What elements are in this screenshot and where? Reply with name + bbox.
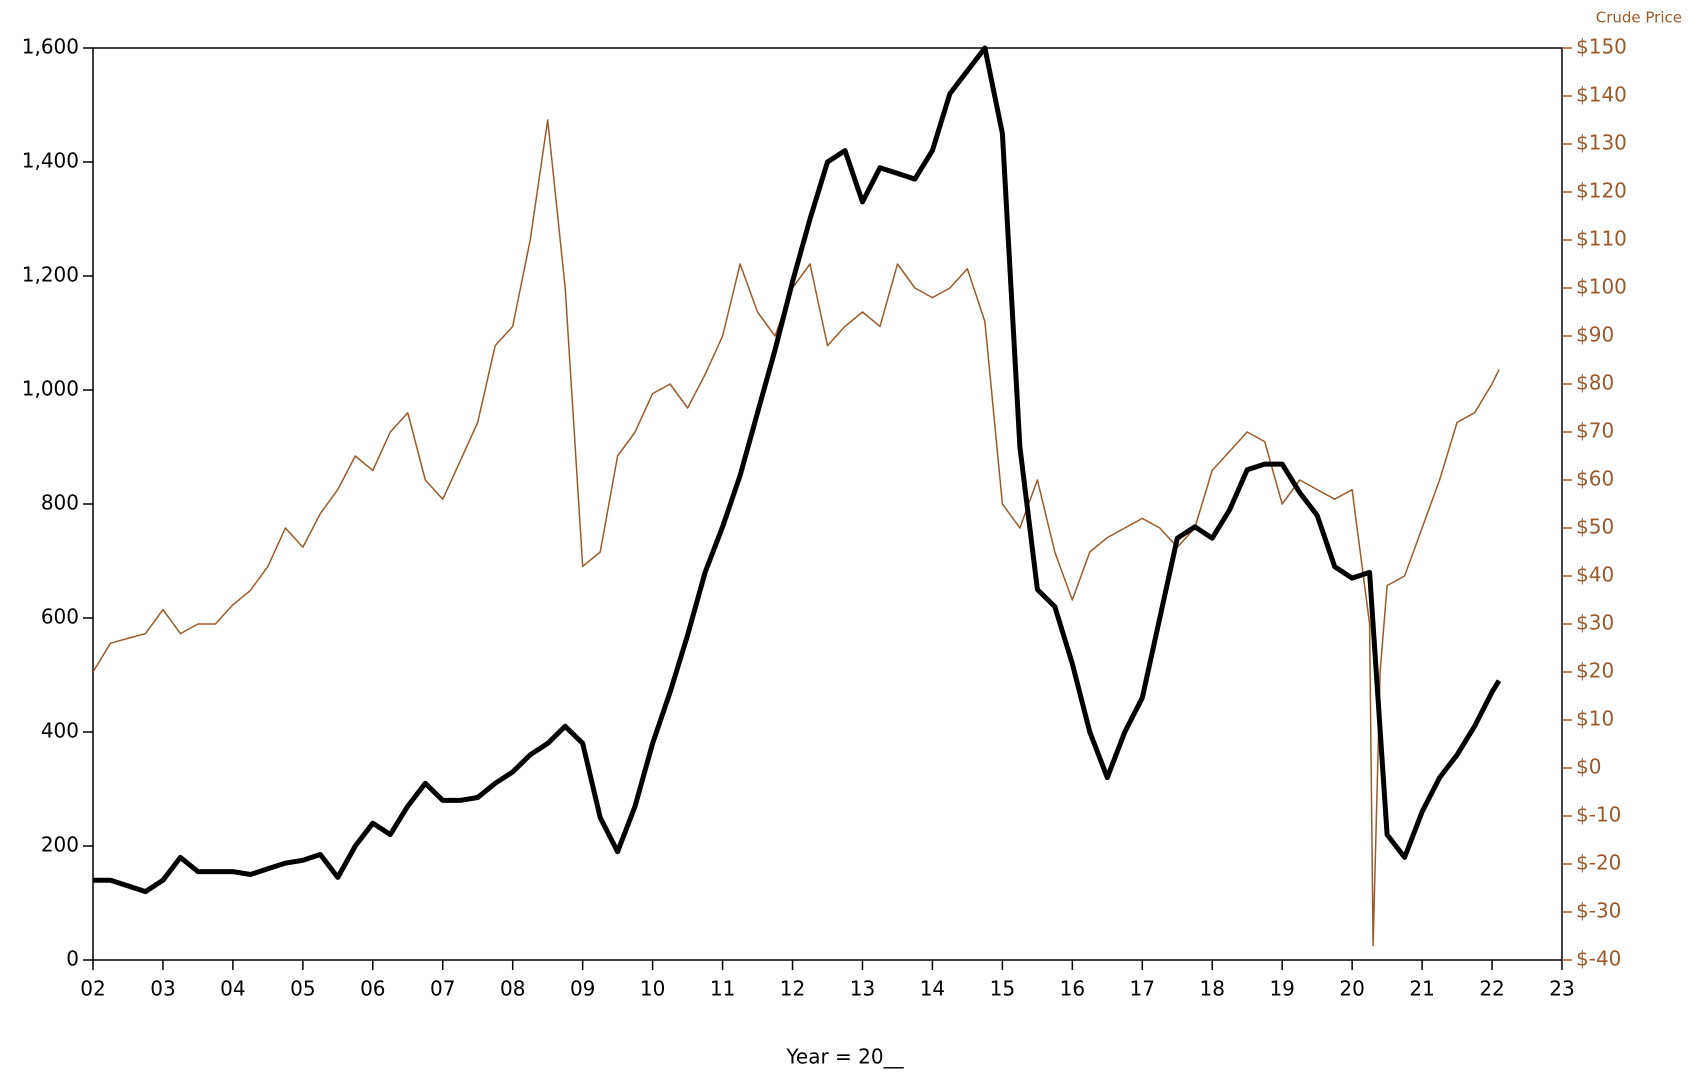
x-tick-label: 07 [430,977,455,1001]
x-tick-label: 02 [80,977,105,1001]
y2-tick-label: $10 [1576,707,1614,731]
y-tick-label: 800 [41,491,79,515]
x-tick-label: 16 [1060,977,1085,1001]
y2-tick-label: $110 [1576,227,1627,251]
y-tick-label: 600 [41,605,79,629]
x-tick-label: 17 [1130,977,1155,1001]
x-tick-label: 18 [1200,977,1225,1001]
y2-tick-label: $-40 [1576,947,1621,971]
x-tick-label: 11 [710,977,735,1001]
x-tick-label: 23 [1549,977,1574,1001]
x-tick-label: 05 [290,977,315,1001]
x-tick-label: 09 [570,977,595,1001]
x-axis-label: Year = 20__ [785,1045,904,1069]
y2-tick-label: $-30 [1576,899,1621,923]
y2-tick-label: $30 [1576,611,1614,635]
x-tick-label: 14 [920,977,945,1001]
x-tick-label: 13 [850,977,875,1001]
x-tick-label: 15 [990,977,1015,1001]
x-tick-label: 10 [640,977,665,1001]
y-tick-label: 200 [41,833,79,857]
y2-tick-label: $90 [1576,323,1614,347]
y2-tick-label: $80 [1576,371,1614,395]
plot-frame [92,47,1563,961]
x-tick-label: 21 [1409,977,1434,1001]
y2-tick-label: $140 [1576,83,1627,107]
y2-tick-label: $40 [1576,563,1614,587]
y-tick-label: 1,000 [22,377,79,401]
y2-tick-label: $60 [1576,467,1614,491]
y2-tick-label: $100 [1576,275,1627,299]
x-tick-label: 08 [500,977,525,1001]
y2-tick-label: $-20 [1576,851,1621,875]
x-tick-label: 03 [150,977,175,1001]
y2-tick-label: $0 [1576,755,1601,779]
x-tick-label: 04 [220,977,245,1001]
y2-tick-label: $-10 [1576,803,1621,827]
y2-tick-label: $20 [1576,659,1614,683]
x-tick-label: 06 [360,977,385,1001]
y-tick-label: 1,400 [22,149,79,173]
y2-tick-label: $50 [1576,515,1614,539]
y-tick-label: 1,600 [22,35,79,59]
y-tick-label: 400 [41,719,79,743]
x-tick-label: 20 [1339,977,1364,1001]
x-tick-label: 22 [1479,977,1504,1001]
series-line [93,45,1502,895]
y2-tick-label: $70 [1576,419,1614,443]
y-tick-label: 1,200 [22,263,79,287]
y2-tick-label: $130 [1576,131,1627,155]
y2-axis-label: Crude Price [1596,9,1682,27]
x-tick-label: 12 [780,977,805,1001]
y-tick-label: 0 [66,947,79,971]
y2-tick-label: $150 [1576,35,1627,59]
y2-tick-label: $120 [1576,179,1627,203]
series-line [92,119,1500,947]
x-tick-label: 19 [1269,977,1294,1001]
